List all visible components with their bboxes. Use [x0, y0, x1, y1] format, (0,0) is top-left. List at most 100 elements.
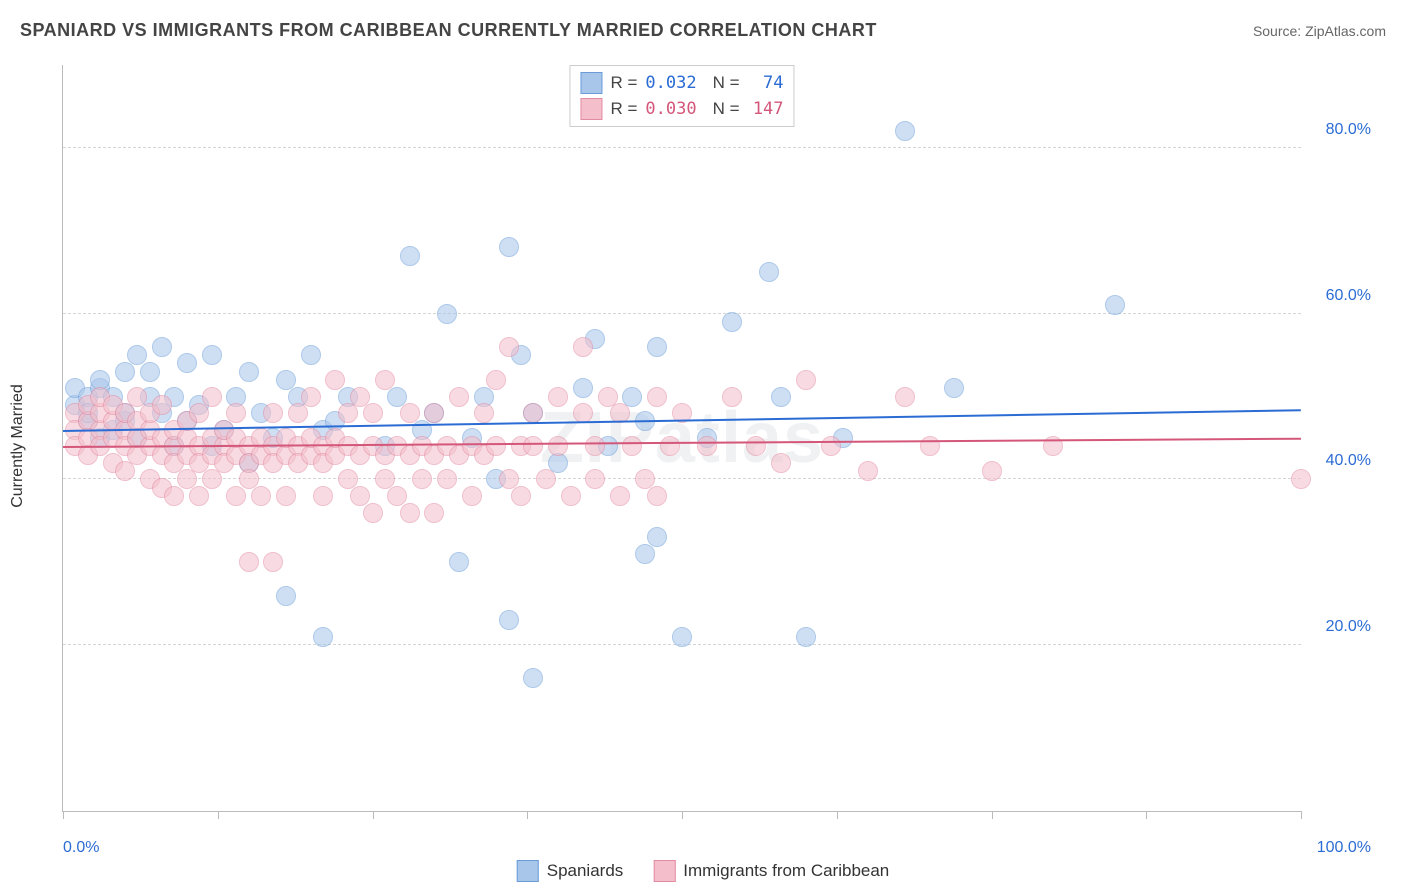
scatter-point: [1105, 295, 1125, 315]
scatter-point: [363, 403, 383, 423]
scatter-point: [226, 486, 246, 506]
legend-swatch: [580, 72, 602, 94]
scatter-point: [449, 387, 469, 407]
scatter-point: [202, 469, 222, 489]
stat-n-label: N =: [713, 99, 740, 119]
scatter-point: [573, 403, 593, 423]
scatter-point: [400, 246, 420, 266]
scatter-point: [486, 370, 506, 390]
y-axis-label: Currently Married: [9, 384, 27, 508]
legend-label: Spaniards: [547, 861, 624, 881]
scatter-point: [462, 486, 482, 506]
scatter-point: [635, 544, 655, 564]
x-axis-min-label: 0.0%: [63, 839, 99, 857]
y-tick-label: 20.0%: [1311, 618, 1371, 636]
stat-r-value: 0.030: [645, 99, 696, 119]
scatter-point: [944, 378, 964, 398]
scatter-point: [152, 337, 172, 357]
scatter-point: [276, 586, 296, 606]
x-tick: [373, 811, 374, 819]
legend-item: Spaniards: [517, 860, 624, 882]
scatter-point: [424, 403, 444, 423]
scatter-point: [363, 503, 383, 523]
scatter-point: [697, 436, 717, 456]
scatter-point: [239, 552, 259, 572]
stat-n-value: 74: [748, 73, 784, 93]
y-tick-label: 60.0%: [1311, 287, 1371, 305]
scatter-point: [573, 337, 593, 357]
scatter-point: [263, 552, 283, 572]
y-tick-label: 80.0%: [1311, 121, 1371, 139]
scatter-point: [313, 627, 333, 647]
scatter-point: [523, 403, 543, 423]
scatter-point: [561, 486, 581, 506]
scatter-point: [548, 436, 568, 456]
scatter-point: [622, 387, 642, 407]
scatter-point: [400, 403, 420, 423]
stats-row: R =0.032N =74: [580, 70, 783, 96]
scatter-point: [660, 436, 680, 456]
stats-row: R = 0.030 N = 147: [580, 96, 783, 122]
scatter-point: [115, 461, 135, 481]
x-tick: [837, 811, 838, 819]
x-tick: [682, 811, 683, 819]
scatter-point: [771, 453, 791, 473]
scatter-point: [647, 527, 667, 547]
chart-title: SPANIARD VS IMMIGRANTS FROM CARIBBEAN CU…: [20, 20, 877, 41]
source-label: Source: ZipAtlas.com: [1253, 23, 1386, 39]
stat-n-label: N =: [713, 73, 740, 93]
plot-area: ZIPatlas R =0.032N =74R =0.030N =147 20.…: [62, 65, 1301, 812]
scatter-point: [796, 627, 816, 647]
y-tick-label: 40.0%: [1311, 452, 1371, 470]
grid-line: [63, 147, 1301, 148]
legend-item: Immigrants from Caribbean: [653, 860, 889, 882]
x-axis-max-label: 100.0%: [1317, 839, 1371, 857]
stat-r-label: R =: [610, 99, 637, 119]
scatter-point: [338, 403, 358, 423]
legend-bottom: Spaniards Immigrants from Caribbean: [517, 860, 890, 882]
scatter-point: [325, 370, 345, 390]
scatter-point: [821, 436, 841, 456]
scatter-point: [301, 345, 321, 365]
scatter-point: [288, 403, 308, 423]
stats-box: R =0.032N =74R =0.030N =147: [569, 65, 794, 127]
scatter-point: [226, 403, 246, 423]
scatter-point: [164, 486, 184, 506]
scatter-point: [189, 403, 209, 423]
stat-r-label: R =: [610, 73, 637, 93]
scatter-point: [895, 387, 915, 407]
scatter-point: [858, 461, 878, 481]
scatter-point: [115, 362, 135, 382]
scatter-point: [647, 486, 667, 506]
scatter-point: [672, 627, 692, 647]
scatter-point: [523, 668, 543, 688]
scatter-point: [722, 312, 742, 332]
scatter-point: [202, 387, 222, 407]
scatter-point: [400, 503, 420, 523]
scatter-point: [474, 403, 494, 423]
scatter-point: [610, 486, 630, 506]
scatter-point: [276, 486, 296, 506]
x-tick: [1146, 811, 1147, 819]
legend-label: Immigrants from Caribbean: [683, 861, 889, 881]
scatter-point: [1291, 469, 1311, 489]
scatter-point: [499, 237, 519, 257]
x-tick: [218, 811, 219, 819]
scatter-point: [177, 353, 197, 373]
scatter-point: [375, 370, 395, 390]
x-tick: [527, 811, 528, 819]
scatter-point: [301, 387, 321, 407]
x-tick: [992, 811, 993, 819]
scatter-point: [499, 337, 519, 357]
scatter-point: [511, 486, 531, 506]
scatter-point: [746, 436, 766, 456]
scatter-point: [437, 304, 457, 324]
scatter-point: [796, 370, 816, 390]
stat-n-value: 147: [748, 99, 784, 119]
scatter-point: [585, 469, 605, 489]
scatter-point: [251, 486, 271, 506]
x-tick: [1301, 811, 1302, 819]
header-row: SPANIARD VS IMMIGRANTS FROM CARIBBEAN CU…: [20, 20, 1386, 41]
scatter-point: [771, 387, 791, 407]
scatter-point: [759, 262, 779, 282]
